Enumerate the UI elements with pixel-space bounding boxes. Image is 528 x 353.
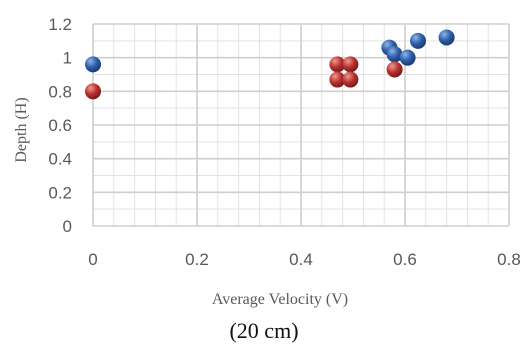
- major-gridlines: [92, 23, 510, 227]
- data-point: [329, 56, 346, 73]
- data-point: [399, 49, 416, 66]
- data-points: [85, 29, 455, 100]
- y-tick-labels: 0 0.2 0.4 0.6 0.8 1 1.2: [48, 15, 72, 236]
- data-point: [342, 56, 359, 73]
- data-point: [438, 29, 455, 46]
- y-tick-label: 0.4: [48, 150, 72, 169]
- scatter-chart: 0 0.2 0.4 0.6 0.8 0 0.2 0.4 0.6 0.8 1 1.2 Average …: [13, 15, 521, 308]
- data-point: [85, 56, 101, 73]
- y-tick-label: 0: [63, 217, 72, 236]
- x-tick-label: 0.8: [497, 250, 521, 269]
- data-point: [85, 83, 101, 100]
- x-tick-label: 0.4: [289, 250, 313, 269]
- data-point: [342, 71, 359, 88]
- y-tick-label: 1.2: [48, 15, 72, 34]
- x-axis-title: Average Velocity (V): [212, 291, 348, 308]
- y-tick-label: 1: [63, 49, 72, 68]
- data-point: [386, 61, 403, 78]
- x-tick-label: 0: [88, 250, 97, 269]
- x-tick-label: 0.6: [393, 250, 417, 269]
- x-tick-label: 0.2: [185, 250, 209, 269]
- y-tick-label: 0.6: [48, 116, 72, 135]
- x-tick-labels: 0 0.2 0.4 0.6 0.8: [88, 250, 521, 269]
- y-tick-label: 0.8: [48, 82, 72, 101]
- data-point: [410, 32, 426, 49]
- data-point: [329, 71, 346, 88]
- y-axis-title: Depth (H): [13, 97, 30, 162]
- data-point: [386, 46, 403, 63]
- figure-caption: (20 cm): [229, 318, 299, 343]
- y-tick-label: 0.2: [48, 183, 72, 202]
